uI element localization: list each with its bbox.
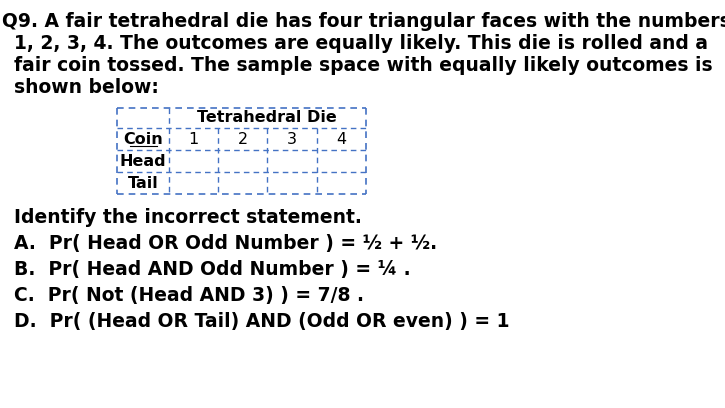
Text: shown below:: shown below: — [14, 78, 159, 97]
Text: Q9. A fair tetrahedral die has four triangular faces with the numbers:: Q9. A fair tetrahedral die has four tria… — [1, 12, 725, 31]
Text: fair coin tossed. The sample space with equally likely outcomes is: fair coin tossed. The sample space with … — [14, 56, 712, 75]
Text: 3: 3 — [287, 131, 297, 146]
Text: 4: 4 — [336, 131, 347, 146]
Text: 1: 1 — [188, 131, 199, 146]
Text: D.  Pr( (Head OR Tail) AND (Odd OR even) ) = 1: D. Pr( (Head OR Tail) AND (Odd OR even) … — [14, 312, 509, 331]
Text: 1, 2, 3, 4. The outcomes are equally likely. This die is rolled and a: 1, 2, 3, 4. The outcomes are equally lik… — [14, 34, 708, 53]
Text: Head: Head — [120, 153, 167, 169]
Text: C.  Pr( Not (Head AND 3) ) = 7/8 .: C. Pr( Not (Head AND 3) ) = 7/8 . — [14, 286, 364, 305]
Text: Tail: Tail — [128, 175, 159, 191]
Text: Identify the incorrect statement.: Identify the incorrect statement. — [14, 208, 362, 227]
Text: B.  Pr( Head AND Odd Number ) = ¼ .: B. Pr( Head AND Odd Number ) = ¼ . — [14, 260, 410, 279]
Text: A.  Pr( Head OR Odd Number ) = ½ + ½.: A. Pr( Head OR Odd Number ) = ½ + ½. — [14, 234, 436, 253]
Text: Tetrahedral Die: Tetrahedral Die — [197, 111, 337, 126]
Text: Coin: Coin — [123, 131, 163, 146]
Text: 2: 2 — [238, 131, 248, 146]
